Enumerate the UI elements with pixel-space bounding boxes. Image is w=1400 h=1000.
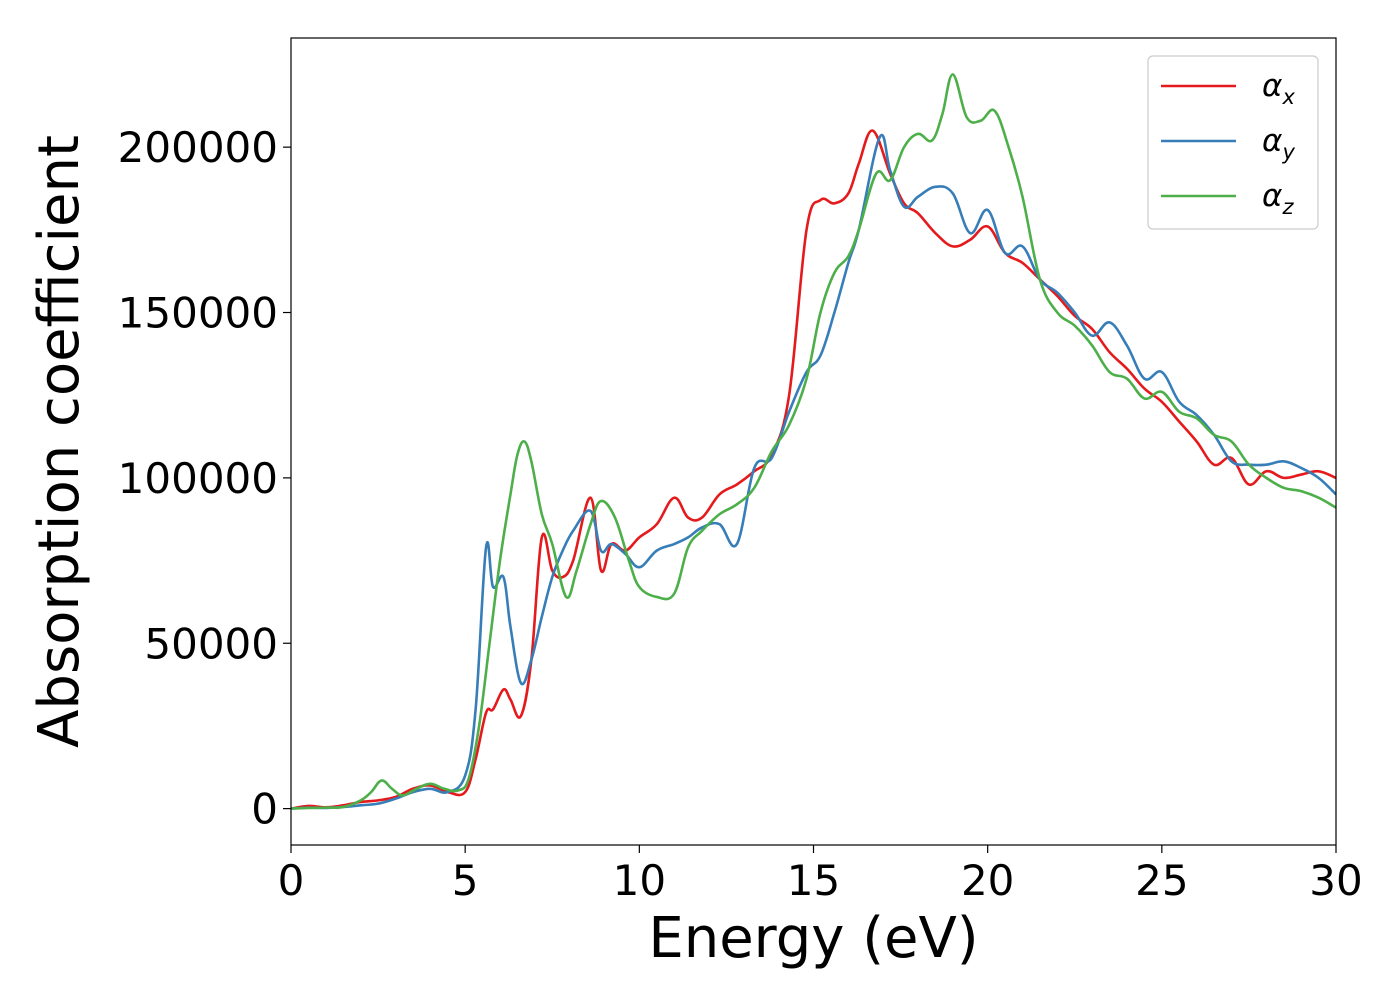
y-tick-label: 150000 [118, 289, 278, 338]
y-axis-title: Absorption coefficient [27, 135, 92, 748]
x-axis-title: Energy (eV) [648, 906, 978, 971]
y-tick-label: 200000 [118, 123, 278, 172]
legend-label-y: αy [1262, 123, 1295, 164]
x-tick-label: 30 [1309, 856, 1362, 905]
x-tick-label: 25 [1135, 856, 1188, 905]
x-tick-label: 20 [961, 856, 1014, 905]
x-tick-label: 15 [787, 856, 840, 905]
legend-label-z: αz [1262, 178, 1294, 219]
x-tick-label: 10 [613, 856, 666, 905]
series-layer [291, 73, 1336, 810]
y-tick-label: 100000 [118, 454, 278, 503]
y-axis: 0 50000 100000 150000 200000 [118, 123, 291, 834]
y-tick-label: 50000 [144, 619, 278, 668]
x-tick-label: 5 [452, 856, 479, 905]
x-tick-label: 0 [278, 856, 305, 905]
series-line-y [291, 133, 1336, 810]
legend: αx αy αz [1147, 55, 1319, 230]
legend-label-x: αx [1262, 68, 1295, 109]
x-axis: 0 5 10 15 20 25 30 [278, 845, 1363, 905]
y-tick-label: 0 [251, 785, 278, 834]
series-line-x [291, 129, 1336, 810]
legend-box [1147, 55, 1319, 230]
series-line-z [291, 73, 1336, 810]
